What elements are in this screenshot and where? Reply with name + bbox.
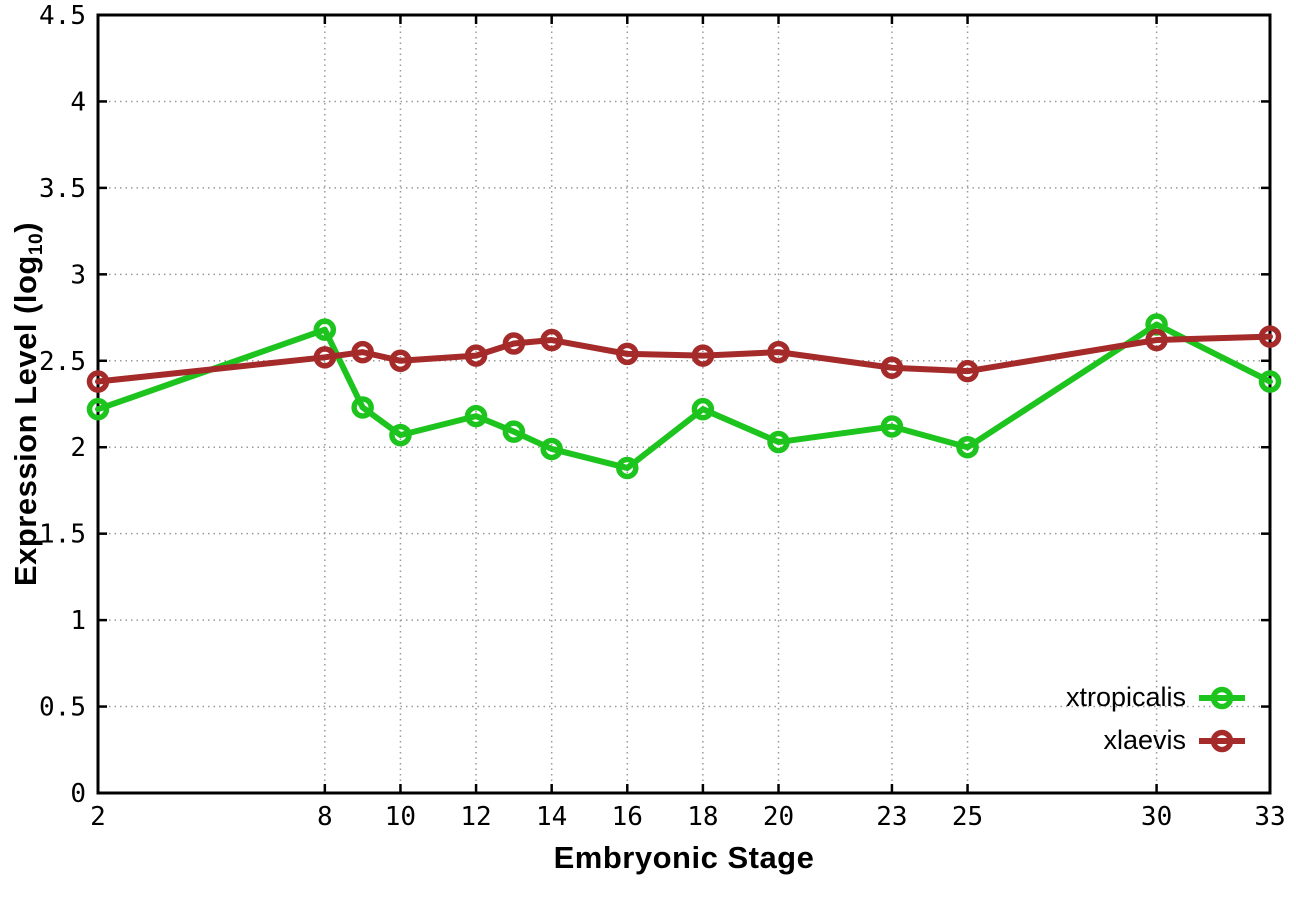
xlaevis-data-point [691, 344, 715, 367]
xlaevis-data-point [389, 349, 412, 373]
x-tick-label: 2 [90, 802, 106, 832]
xtropicalis-data-point [86, 397, 110, 421]
x-tick-label: 8 [317, 802, 333, 832]
y-axis-title-subscript: 10 [25, 232, 47, 256]
y-tick-label: 3 [70, 260, 86, 290]
xtropicalis-data-point [956, 435, 979, 459]
xtropicalis-data-point [502, 420, 526, 443]
x-tick-labels: 2 8 10 12 14 16 18 20 23 25 30 33 [90, 802, 1285, 832]
series-xlaevis [86, 325, 1282, 393]
legend-label-xlaevis: xlaevis [1103, 725, 1186, 755]
x-tick-label: 33 [1254, 802, 1285, 832]
xtropicalis-line-marker-icon [1199, 686, 1245, 709]
xtropicalis-data-point [351, 396, 374, 419]
y-tick-label: 4.5 [39, 1, 86, 31]
xtropicalis-data-point [540, 437, 563, 461]
y-tick-label: 1.5 [39, 520, 86, 550]
y-axis-title-text: Expression Level (log [8, 255, 44, 587]
y-axis-title-close: ) [8, 221, 44, 233]
xtropicalis-data-point [767, 430, 790, 454]
xlaevis-data-point [616, 342, 639, 366]
xlaevis-data-point [464, 344, 488, 367]
xlaevis-data-point [956, 359, 979, 383]
xtropicalis-data-point [616, 456, 639, 480]
y-tick-labels: 0 0.5 1 1.5 2 2.5 3 3.5 4 4.5 [39, 1, 86, 809]
y-tick-label: 2.5 [39, 347, 86, 377]
y-tick-label: 1 [70, 606, 86, 636]
x-tick-label: 18 [687, 802, 718, 832]
x-tick-label: 30 [1141, 802, 1172, 832]
y-tick-label: 2 [70, 433, 86, 463]
xtropicalis-data-point [691, 397, 715, 421]
x-tick-label: 12 [460, 802, 491, 832]
legend-item-xlaevis: xlaevis [1066, 719, 1246, 762]
y-tick-label: 3.5 [39, 174, 86, 204]
xlaevis-data-point [313, 346, 337, 369]
y-tick-label: 0 [70, 779, 86, 809]
xlaevis-data-point [86, 370, 110, 393]
x-tick-label: 16 [612, 802, 643, 832]
x-axis-title: Embryonic Stage [553, 840, 815, 875]
xlaevis-data-point [1145, 328, 1168, 352]
x-tick-label: 25 [952, 802, 983, 832]
xlaevis-data-point [351, 340, 374, 364]
xlaevis-data-point [502, 332, 526, 355]
xlaevis-data-point [767, 340, 790, 364]
legend-item-xtropicalis: xtropicalis [1066, 676, 1246, 719]
y-tick-label: 0.5 [39, 693, 86, 723]
series-xtropicalis [86, 313, 1282, 480]
plot-border [96, 13, 1272, 795]
x-tick-label: 14 [536, 802, 567, 832]
xlaevis-line-marker-icon [1199, 729, 1245, 752]
xlaevis-data-point [1258, 325, 1282, 348]
x-tick-label: 20 [763, 802, 794, 832]
legend: xtropicalis xlaevis [1066, 676, 1246, 762]
y-axis-title: Expression Level (log10) [8, 222, 48, 586]
x-tick-label: 23 [876, 802, 907, 832]
x-tick-label: 10 [385, 802, 416, 832]
xlaevis-data-point [540, 328, 563, 352]
legend-label-xtropicalis: xtropicalis [1065, 682, 1186, 712]
y-tick-label: 4 [70, 87, 86, 117]
xtropicalis-data-point [313, 318, 337, 341]
xtropicalis-data-point [389, 423, 412, 447]
xtropicalis-data-point [880, 415, 904, 438]
xlaevis-data-point [880, 356, 904, 379]
xtropicalis-data-point [464, 404, 488, 428]
xtropicalis-data-point [1258, 370, 1282, 393]
